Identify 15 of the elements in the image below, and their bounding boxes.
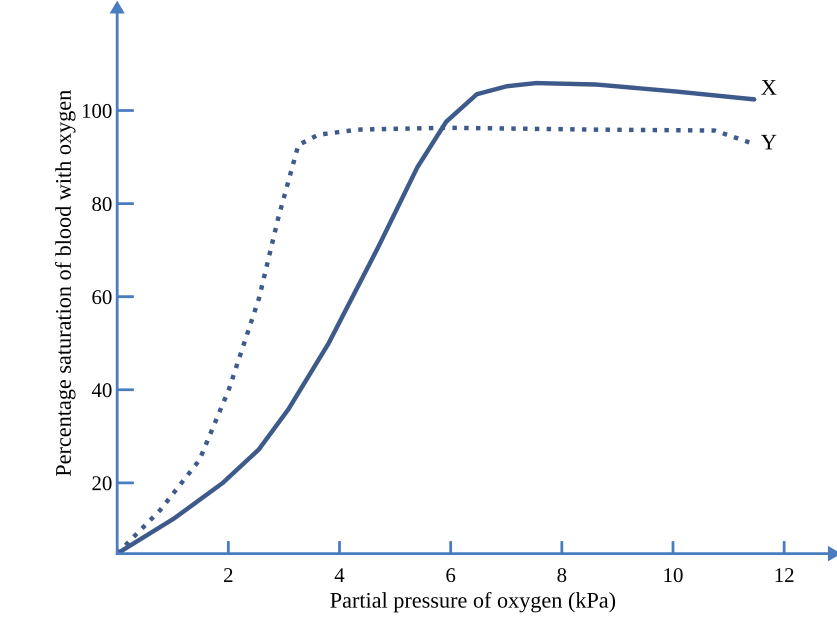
x-tick-label: 12	[776, 568, 794, 582]
y-tick-label: 60	[92, 290, 112, 304]
y-tick-label: 80	[92, 196, 112, 212]
series-label: Y	[761, 134, 776, 150]
x-tick-label: 2	[224, 568, 232, 582]
y-tick-label: 40	[92, 383, 112, 398]
y-tick-label: 100	[82, 104, 112, 118]
x-axis-title: Partial pressure of oxygen (kPa)	[330, 592, 616, 612]
x-tick-label: 4	[334, 568, 344, 582]
x-tick-label: 8	[557, 568, 566, 582]
series-label: X	[761, 80, 776, 95]
x-tick-label: 6	[446, 568, 456, 582]
y-tick-label: 20	[92, 476, 112, 490]
x-tick-label: 10	[664, 568, 683, 582]
y-axis-title: Percentage saturation of blood with oxygen	[55, 90, 76, 476]
